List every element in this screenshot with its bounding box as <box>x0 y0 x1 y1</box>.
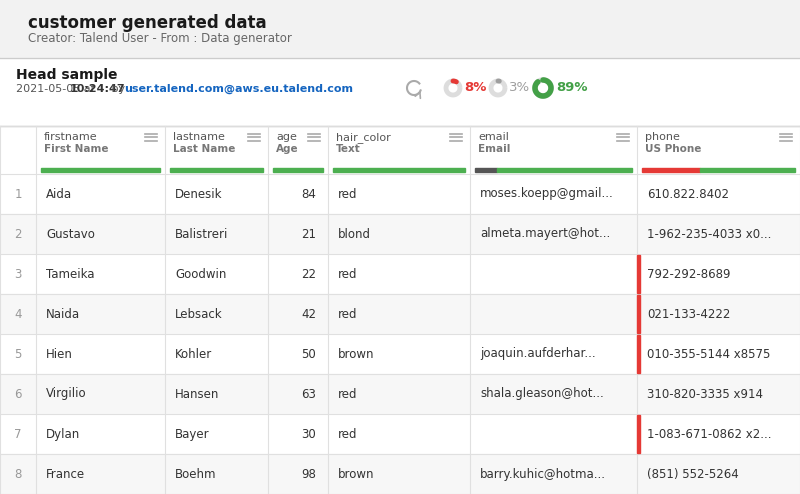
Bar <box>0 454 800 494</box>
Text: First Name: First Name <box>44 144 109 154</box>
Text: Goodwin: Goodwin <box>175 267 226 281</box>
Text: Tameika: Tameika <box>46 267 94 281</box>
Text: Last Name: Last Name <box>173 144 235 154</box>
Text: Head sample: Head sample <box>16 68 118 82</box>
Text: 5: 5 <box>14 347 22 361</box>
Text: 792-292-8689: 792-292-8689 <box>647 267 730 281</box>
Text: 1: 1 <box>14 188 22 201</box>
Text: 21: 21 <box>301 228 316 241</box>
Text: blond: blond <box>338 228 371 241</box>
Bar <box>0 0 800 58</box>
Text: Naida: Naida <box>46 307 80 321</box>
Bar <box>0 58 800 126</box>
Bar <box>637 295 640 333</box>
Text: customer generated data: customer generated data <box>28 14 266 32</box>
Text: user.talend.com@aws.eu.talend.com: user.talend.com@aws.eu.talend.com <box>124 84 353 94</box>
Text: 22: 22 <box>301 267 316 281</box>
Bar <box>642 168 700 172</box>
Text: Hien: Hien <box>46 347 73 361</box>
Text: 8%: 8% <box>464 82 486 94</box>
Text: hair_color: hair_color <box>336 132 390 143</box>
Text: Gustavo: Gustavo <box>46 228 95 241</box>
Text: France: France <box>46 467 85 481</box>
Text: 010-355-5144 x8575: 010-355-5144 x8575 <box>647 347 770 361</box>
Text: age: age <box>276 132 297 142</box>
Text: 1-083-671-0862 x2...: 1-083-671-0862 x2... <box>647 427 771 441</box>
Text: 30: 30 <box>302 427 316 441</box>
Bar <box>0 374 800 414</box>
Text: (851) 552-5264: (851) 552-5264 <box>647 467 738 481</box>
Bar <box>700 168 795 172</box>
Text: joaquin.aufderhar...: joaquin.aufderhar... <box>480 347 596 361</box>
Text: Email: Email <box>478 144 510 154</box>
Text: red: red <box>338 188 358 201</box>
Text: by: by <box>108 84 129 94</box>
Text: 3: 3 <box>14 267 22 281</box>
Text: 2: 2 <box>14 228 22 241</box>
Bar <box>170 168 263 172</box>
Bar <box>0 254 800 294</box>
Text: firstname: firstname <box>44 132 98 142</box>
Text: 42: 42 <box>301 307 316 321</box>
Text: 3%: 3% <box>509 82 530 94</box>
Text: 1-962-235-4033 x0...: 1-962-235-4033 x0... <box>647 228 771 241</box>
Bar <box>333 168 465 172</box>
Text: Kohler: Kohler <box>175 347 212 361</box>
Text: Lebsack: Lebsack <box>175 307 222 321</box>
Text: Hansen: Hansen <box>175 387 219 401</box>
Text: brown: brown <box>338 467 374 481</box>
Bar <box>0 414 800 454</box>
Text: 7: 7 <box>14 427 22 441</box>
Bar <box>41 168 160 172</box>
Text: 6: 6 <box>14 387 22 401</box>
Text: red: red <box>338 307 358 321</box>
Text: 50: 50 <box>302 347 316 361</box>
Bar <box>637 255 640 293</box>
Text: Age: Age <box>276 144 298 154</box>
Bar <box>0 294 800 334</box>
Text: Text: Text <box>336 144 361 154</box>
Text: red: red <box>338 267 358 281</box>
Text: Dylan: Dylan <box>46 427 80 441</box>
Text: 310-820-3335 x914: 310-820-3335 x914 <box>647 387 763 401</box>
Text: lastname: lastname <box>173 132 225 142</box>
Bar <box>0 334 800 374</box>
Text: 021-133-4222: 021-133-4222 <box>647 307 730 321</box>
Bar <box>0 174 800 214</box>
Text: red: red <box>338 427 358 441</box>
Text: 10:24:47: 10:24:47 <box>70 84 126 94</box>
Text: red: red <box>338 387 358 401</box>
Text: Virgilio: Virgilio <box>46 387 86 401</box>
Text: 98: 98 <box>301 467 316 481</box>
Bar <box>273 168 323 172</box>
Text: 84: 84 <box>301 188 316 201</box>
Text: Bayer: Bayer <box>175 427 210 441</box>
Text: Denesik: Denesik <box>175 188 222 201</box>
Text: 8: 8 <box>14 467 22 481</box>
Text: moses.koepp@gmail...: moses.koepp@gmail... <box>480 188 614 201</box>
Text: Balistreri: Balistreri <box>175 228 228 241</box>
Text: US Phone: US Phone <box>645 144 702 154</box>
Text: Boehm: Boehm <box>175 467 217 481</box>
Text: 89%: 89% <box>556 82 587 94</box>
Bar <box>0 214 800 254</box>
Text: brown: brown <box>338 347 374 361</box>
Text: email: email <box>478 132 509 142</box>
Text: 63: 63 <box>301 387 316 401</box>
Text: 610.822.8402: 610.822.8402 <box>647 188 729 201</box>
Text: almeta.mayert@hot...: almeta.mayert@hot... <box>480 228 610 241</box>
Bar <box>637 415 640 453</box>
Text: Aida: Aida <box>46 188 72 201</box>
Bar <box>497 168 632 172</box>
Text: Creator: Talend User - From : Data generator: Creator: Talend User - From : Data gener… <box>28 32 292 45</box>
Text: barry.kuhic@hotma...: barry.kuhic@hotma... <box>480 467 606 481</box>
Text: 4: 4 <box>14 307 22 321</box>
Text: 2021-05-05 at: 2021-05-05 at <box>16 84 98 94</box>
Text: phone: phone <box>645 132 680 142</box>
Bar <box>0 126 800 174</box>
Text: shala.gleason@hot...: shala.gleason@hot... <box>480 387 604 401</box>
Bar <box>475 168 497 172</box>
Bar <box>637 335 640 373</box>
